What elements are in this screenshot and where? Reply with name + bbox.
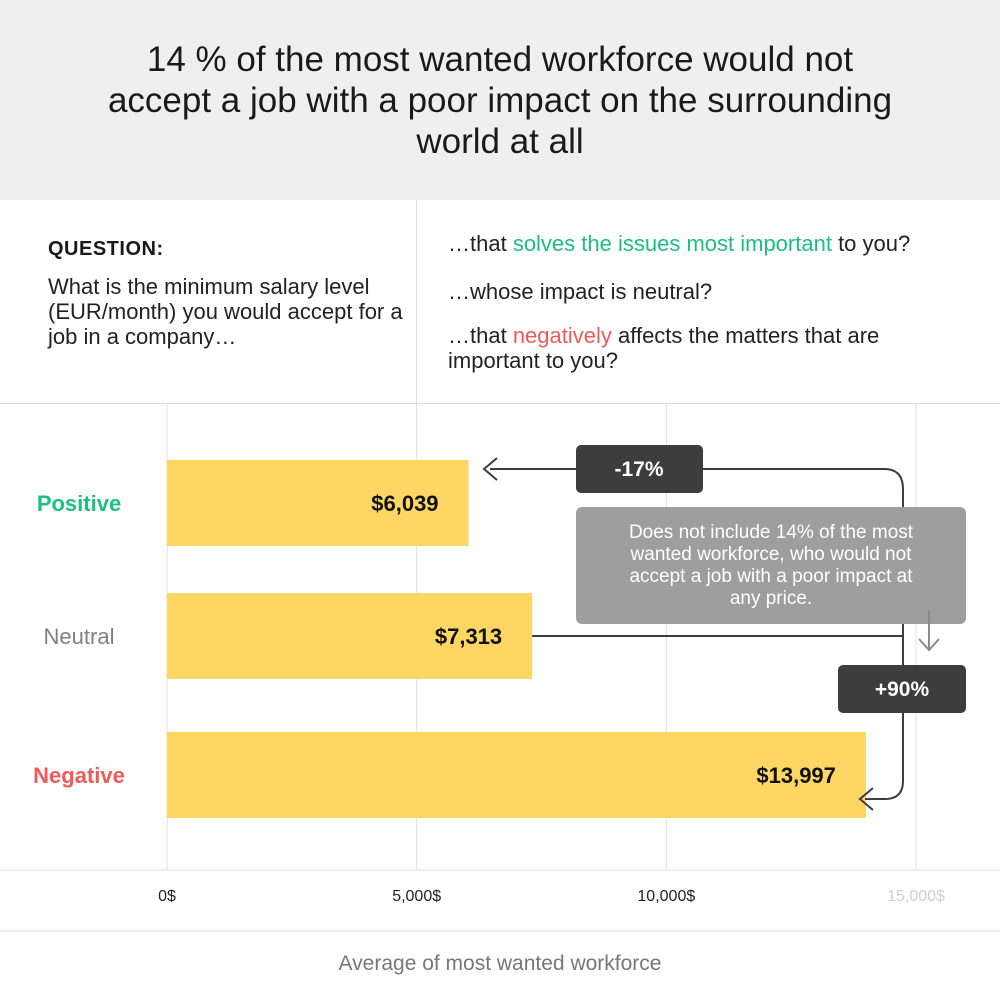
option-negative: …that negatively affects the matters tha… — [448, 323, 968, 373]
data-label: $13,997 — [756, 763, 836, 788]
question-divider — [416, 200, 417, 403]
x-tick-label: 0$ — [158, 888, 176, 905]
question-label: QUESTION: — [48, 238, 164, 260]
option-highlight: solves the issues most important — [512, 231, 832, 256]
bar-negative — [167, 732, 866, 818]
note-text: Does not include 14% of the most wanted w… — [629, 522, 914, 609]
category-label: Neutral — [44, 624, 115, 649]
option-suffix: affects the matters that are important t… — [448, 323, 880, 373]
bar-positive — [167, 460, 469, 546]
data-label: $7,313 — [435, 624, 502, 649]
option-suffix: to you? — [831, 231, 911, 256]
note-line: any price. — [730, 588, 812, 609]
note-line: Does not include 14% of the most — [629, 522, 914, 543]
arrow-head-negative — [858, 787, 874, 811]
badge-plus90-label: +90% — [875, 678, 930, 701]
header-banner: 14 % of the most wanted workforce would … — [0, 0, 1000, 200]
option-prefix: …whose impact is neutral? — [448, 279, 713, 304]
x-tick-label: 5,000$ — [392, 888, 441, 905]
x-tick-label: 10,000$ — [637, 888, 695, 905]
bar-neutral — [167, 593, 533, 679]
page-title: 14 % of the most wanted workforce would … — [107, 39, 893, 161]
badge-plus90 — [838, 665, 966, 713]
note-box — [576, 507, 966, 624]
option-highlight: negatively — [512, 323, 612, 348]
bar-chart: 0$ 5,000$ 10,000$ 15,000$ $6,039 Positive $7,3… — [0, 403, 1000, 932]
option-neutral: …whose impact is neutral? — [448, 279, 988, 304]
arrow-line-positive — [490, 468, 904, 507]
badge-minus17-label: -17% — [614, 458, 663, 481]
note-line: accept a job with a poor impact at — [629, 566, 913, 587]
category-label: Positive — [37, 491, 121, 516]
arrow-line-negative — [865, 636, 904, 800]
question-panel — [0, 200, 1000, 404]
x-axis-label: Average of most wanted workforce — [338, 952, 662, 975]
arrow-head-positive — [482, 457, 498, 481]
note-line: wanted workforce, who would not — [630, 544, 913, 565]
note-arrow-head — [918, 638, 940, 652]
option-prefix: …that — [448, 231, 513, 256]
option-positive: …that solves the issues most important t… — [448, 231, 988, 256]
option-prefix: …that — [448, 323, 513, 348]
question-text: What is the minimum salary level (EUR/mo… — [48, 274, 403, 349]
x-tick-label: 15,000$ — [887, 888, 945, 905]
badge-minus17 — [576, 445, 703, 493]
category-label: Negative — [33, 763, 125, 788]
data-label: $6,039 — [371, 491, 438, 516]
